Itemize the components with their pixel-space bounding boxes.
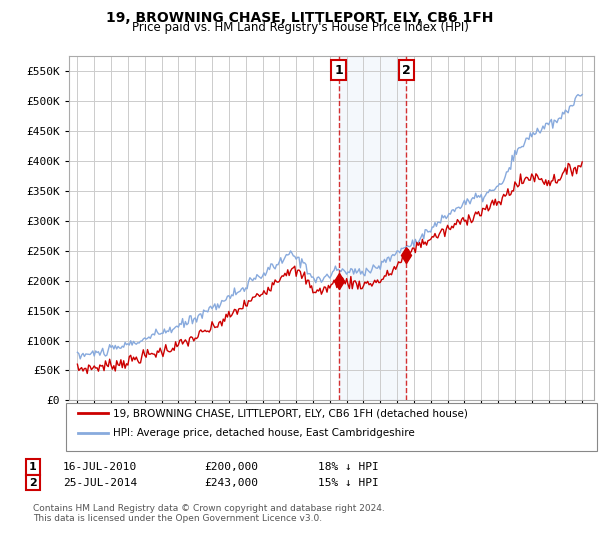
- Text: 1: 1: [29, 462, 37, 472]
- Bar: [339, 56, 406, 400]
- Text: 2: 2: [29, 478, 37, 488]
- Text: 15% ↓ HPI: 15% ↓ HPI: [318, 478, 379, 488]
- Text: Price paid vs. HM Land Registry's House Price Index (HPI): Price paid vs. HM Land Registry's House …: [131, 21, 469, 34]
- Text: 1: 1: [335, 63, 343, 77]
- Text: 25-JUL-2014: 25-JUL-2014: [63, 478, 137, 488]
- Text: 18% ↓ HPI: 18% ↓ HPI: [318, 462, 379, 472]
- Text: £243,000: £243,000: [204, 478, 258, 488]
- Text: Contains HM Land Registry data © Crown copyright and database right 2024.
This d: Contains HM Land Registry data © Crown c…: [33, 504, 385, 524]
- Text: 19, BROWNING CHASE, LITTLEPORT, ELY, CB6 1FH: 19, BROWNING CHASE, LITTLEPORT, ELY, CB6…: [106, 11, 494, 25]
- Text: 19, BROWNING CHASE, LITTLEPORT, ELY, CB6 1FH (detached house): 19, BROWNING CHASE, LITTLEPORT, ELY, CB6…: [113, 408, 467, 418]
- Text: £200,000: £200,000: [204, 462, 258, 472]
- Text: 16-JUL-2010: 16-JUL-2010: [63, 462, 137, 472]
- Text: 2: 2: [402, 63, 410, 77]
- Text: HPI: Average price, detached house, East Cambridgeshire: HPI: Average price, detached house, East…: [113, 428, 415, 437]
